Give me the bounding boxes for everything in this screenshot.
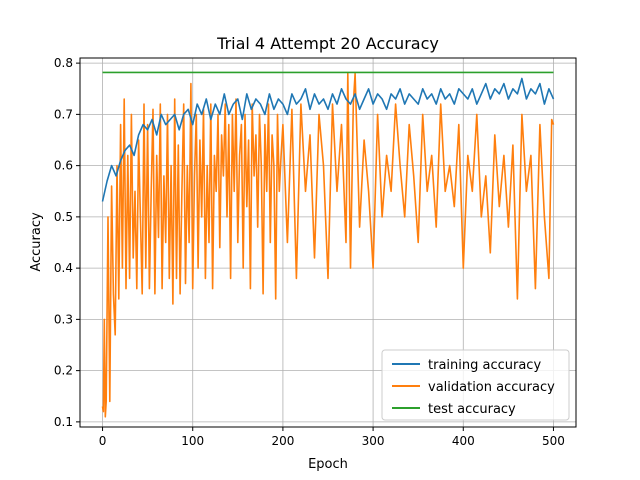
x-tick-label: 400 bbox=[452, 434, 475, 448]
y-tick-label: 0.7 bbox=[54, 107, 73, 121]
legend: training accuracy validation accuracy te… bbox=[381, 349, 570, 421]
y-tick-label: 0.2 bbox=[54, 364, 73, 378]
legend-label-validation: validation accuracy bbox=[428, 380, 555, 395]
x-tick-label: 200 bbox=[271, 434, 294, 448]
y-axis-label: Accuracy bbox=[29, 212, 44, 272]
plot-series bbox=[101, 71, 555, 418]
validation-accuracy-line bbox=[101, 72, 555, 418]
x-tick-label: 0 bbox=[99, 434, 107, 448]
x-tick-label: 100 bbox=[181, 434, 204, 448]
y-tick-label: 0.8 bbox=[54, 56, 73, 70]
y-tick-label: 0.5 bbox=[54, 210, 73, 224]
axis-ticks: 0 100 200 300 400 500 0.1 0.2 0.3 0.4 0.5 0.6 0.7 0.8 bbox=[54, 56, 565, 448]
y-tick-label: 0.4 bbox=[54, 261, 73, 275]
x-axis-label: Epoch bbox=[308, 457, 348, 472]
y-tick-label: 0.1 bbox=[54, 415, 73, 429]
chart-title: Trial 4 Attempt 20 Accuracy bbox=[216, 34, 439, 53]
x-tick-label: 500 bbox=[542, 434, 565, 448]
x-tick-label: 300 bbox=[362, 434, 385, 448]
plot-frame bbox=[79, 57, 577, 428]
y-tick-label: 0.3 bbox=[54, 312, 73, 326]
legend-label-training: training accuracy bbox=[428, 358, 541, 373]
legend-label-test: test accuracy bbox=[428, 402, 516, 417]
training-accuracy-line bbox=[101, 77, 555, 202]
legend-box bbox=[381, 349, 570, 421]
y-tick-label: 0.6 bbox=[54, 159, 73, 173]
